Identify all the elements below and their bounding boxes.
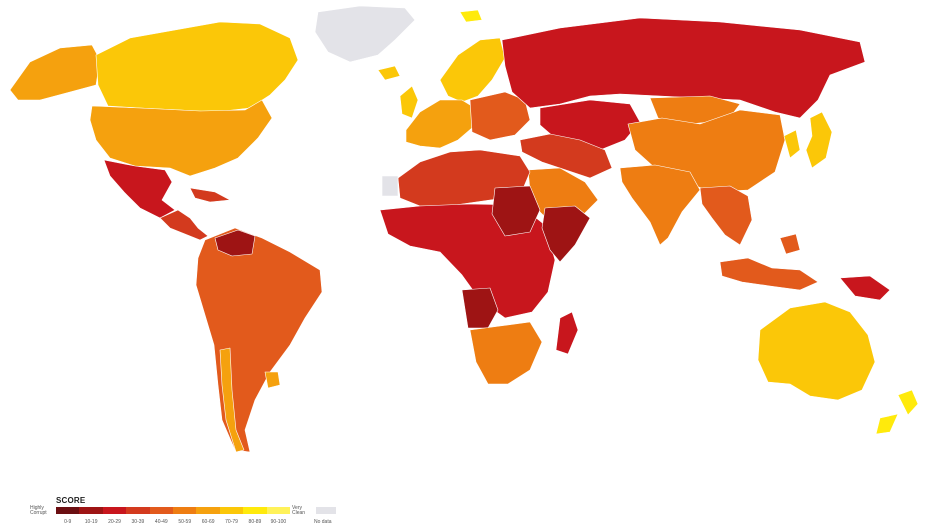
legend-range-label: 0-9: [64, 519, 72, 525]
region-madagascar: [555, 311, 579, 355]
region-southern-africa: [469, 321, 543, 385]
legend-low-label: Highly Corrupt: [30, 505, 47, 516]
legend-range-labels: 0-9 10-19 20-29 30-39 40-49 50-59 60-69 70-79 80…: [56, 519, 290, 525]
legend-range-label: 40-49: [154, 519, 168, 525]
region-russia: [501, 17, 866, 119]
region-greenland: [314, 5, 416, 63]
legend-swatch: [102, 507, 127, 514]
legend-no-data-label: No data: [314, 519, 332, 525]
legend-swatch: [243, 507, 267, 514]
legend: SCORE Highly Corrupt Very Clean 0-9 10-19…: [30, 494, 350, 528]
legend-title: SCORE: [56, 496, 86, 505]
region-alaska: [9, 44, 101, 101]
legend-swatch: [173, 507, 197, 514]
legend-swatch: [196, 507, 220, 514]
legend-swatch: [266, 507, 291, 514]
region-korea-japan: [783, 111, 833, 169]
region-scandinavia: [439, 37, 506, 103]
region-sudan: [491, 185, 541, 237]
region-southeast-asia: [699, 185, 753, 246]
legend-range-label: 60-69: [201, 519, 215, 525]
region-svalbard: [459, 9, 483, 23]
region-india: [619, 164, 701, 246]
region-new-zealand: [875, 389, 919, 435]
legend-range-label: 20-29: [108, 519, 121, 525]
legend-range-label: 50-59: [178, 519, 192, 525]
region-south-america: [195, 227, 323, 453]
region-angola: [461, 287, 499, 329]
legend-swatch: [149, 507, 174, 514]
legend-range-label: 30-39: [131, 519, 145, 525]
region-horn-of-africa: [541, 205, 591, 263]
region-western-sahara: [381, 175, 399, 197]
region-papua: [839, 275, 891, 301]
legend-range-label: 90-100: [270, 519, 287, 525]
legend-swatch: [79, 507, 103, 514]
legend-range-label: 70-79: [225, 519, 238, 525]
legend-no-data-swatch: [316, 507, 336, 514]
legend-swatch: [219, 507, 244, 514]
region-indonesia: [719, 233, 819, 291]
region-canada: [95, 21, 299, 113]
region-uruguay: [264, 371, 281, 389]
region-middle-east: [519, 133, 613, 179]
region-iceland-uk: [377, 65, 419, 119]
legend-swatch: [126, 507, 150, 514]
region-australia: [757, 301, 876, 401]
legend-range-label: 80-89: [248, 519, 262, 525]
legend-range-label: 10-19: [84, 519, 98, 525]
region-usa: [89, 99, 273, 177]
legend-swatch: [56, 507, 80, 514]
region-mexico: [103, 159, 176, 219]
region-eastern-europe: [469, 91, 531, 141]
region-western-europe: [405, 99, 476, 149]
legend-high-label: Very Clean: [292, 505, 306, 516]
region-chile: [219, 347, 245, 453]
world-map: [9, 5, 919, 453]
legend-color-scale: [56, 507, 291, 514]
region-venezuela: [214, 229, 256, 257]
region-central-america: [159, 187, 231, 241]
